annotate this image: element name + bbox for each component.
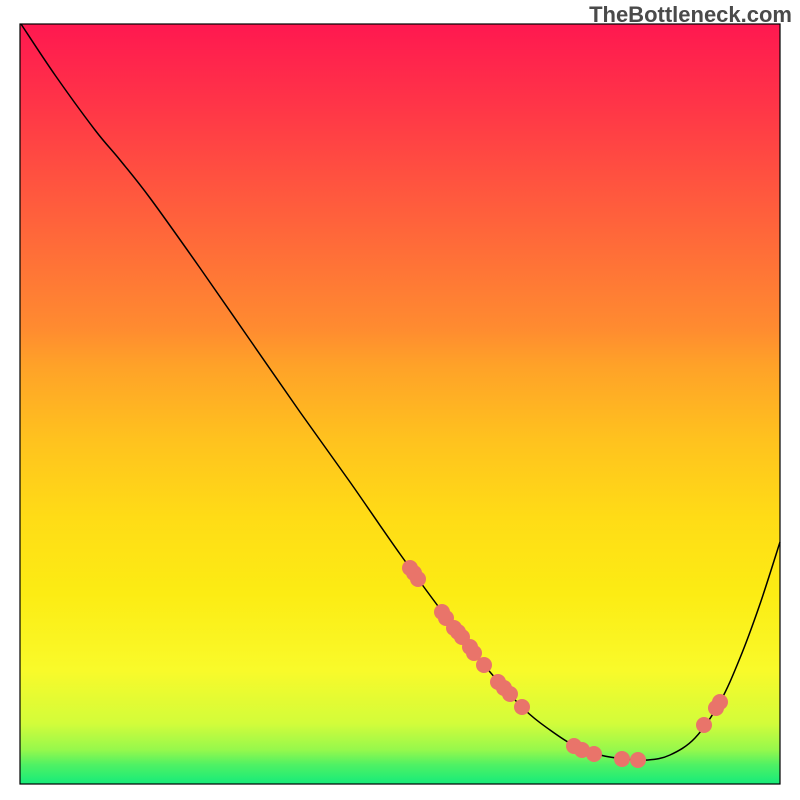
marker-dot [712, 694, 728, 710]
watermark-text: TheBottleneck.com [589, 2, 792, 28]
marker-dot [502, 686, 518, 702]
marker-dot [514, 699, 530, 715]
marker-dot [410, 571, 426, 587]
marker-dot [476, 657, 492, 673]
plot-background [20, 24, 780, 784]
chart-container: TheBottleneck.com [0, 0, 800, 800]
marker-dot [630, 752, 646, 768]
chart-svg [0, 0, 800, 800]
marker-dot [696, 717, 712, 733]
marker-dot [614, 751, 630, 767]
marker-dot [586, 746, 602, 762]
